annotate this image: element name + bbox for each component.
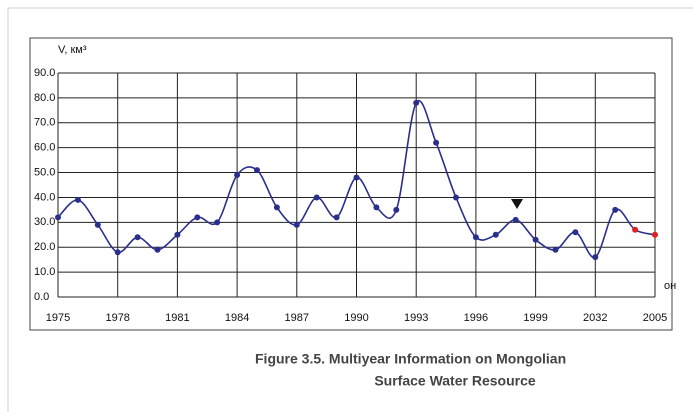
data-point [214,219,221,226]
data-point [353,174,360,181]
caption-line: Figure 3.5. Multiyear Information on Mon… [255,351,566,367]
y-tick-label: 10.0 [34,266,55,278]
x-axis-label: он [664,280,676,292]
x-tick-label: 1975 [46,312,70,324]
data-point [612,206,619,213]
y-tick-label: 0.0 [34,291,49,303]
x-tick-label: 1984 [225,312,249,324]
data-point [552,246,559,253]
x-tick-label: 1978 [105,312,129,324]
data-point [94,221,101,228]
data-point [55,214,61,221]
chart-border [29,37,673,331]
data-point [652,231,658,238]
y-tick-label: 90.0 [34,67,55,79]
x-tick-label: 2005 [643,312,667,324]
data-point [572,229,579,236]
data-point [293,221,300,228]
y-tick-label: 70.0 [34,117,55,129]
data-point [254,167,260,174]
data-point [114,249,121,256]
data-point [154,246,161,253]
data-point [74,196,81,203]
y-tick-label: 60.0 [34,142,55,154]
x-tick-label: 1999 [523,312,547,324]
x-tick-label: 1993 [404,312,428,324]
data-point [592,254,599,261]
data-point [194,214,201,221]
marker-triangle [511,199,523,209]
x-tick-label: 1990 [344,312,368,324]
data-point [134,234,141,241]
y-tick-label: 20.0 [34,241,55,253]
y-tick-label: 30.0 [34,216,55,228]
data-point [492,231,499,238]
caption-line: Surface Water Resource [374,373,536,389]
data-point [174,231,181,238]
data-point [273,204,280,211]
x-tick-label: 2032 [583,312,607,324]
data-point [234,172,241,179]
x-tick-label: 1981 [165,312,189,324]
data-point [373,204,380,211]
y-axis-label: V, км³ [58,44,87,56]
data-point [632,226,639,233]
data-point [472,234,479,241]
data-point [393,206,400,213]
data-point [413,99,420,106]
data-point [433,139,440,146]
y-tick-label: 40.0 [34,191,55,203]
data-point [333,214,340,221]
data-point [532,236,539,243]
x-tick-label: 1996 [464,312,488,324]
data-point [512,216,519,223]
y-tick-label: 80.0 [34,92,55,104]
data-point [313,194,320,201]
data-point [453,194,459,201]
x-tick-label: 1987 [285,312,309,324]
y-tick-label: 50.0 [34,166,55,178]
